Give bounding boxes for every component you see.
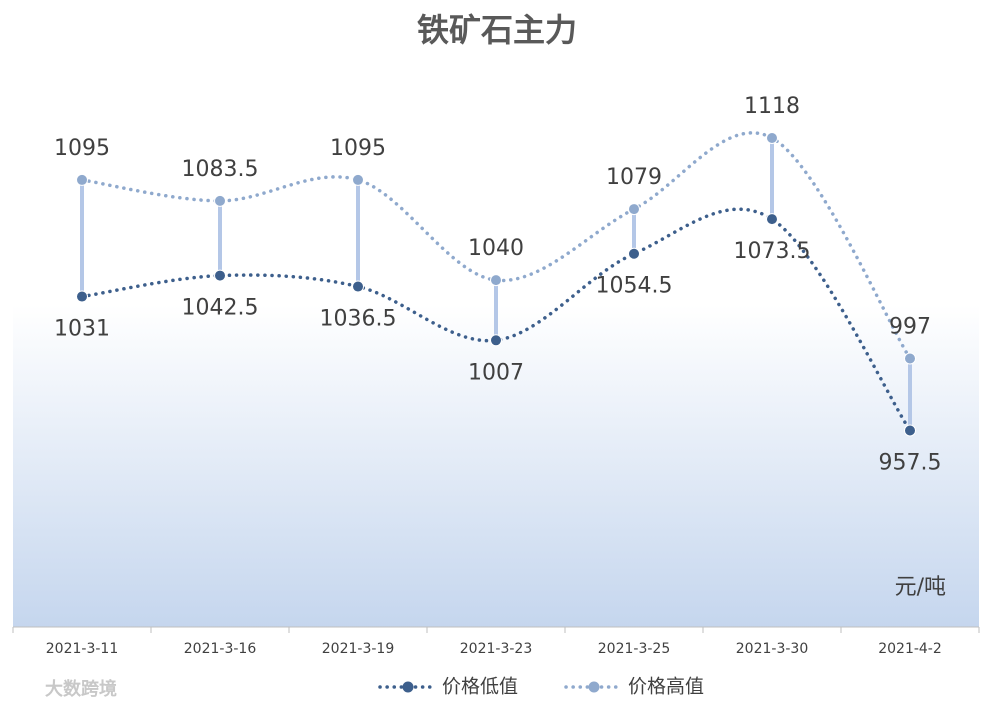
data-label: 957.5 bbox=[879, 451, 942, 476]
x-tick-label: 2021-3-23 bbox=[460, 641, 532, 657]
data-point bbox=[76, 290, 88, 303]
legend-label: 价格高值 bbox=[628, 676, 704, 698]
unit-label: 元/吨 bbox=[895, 575, 946, 600]
data-label: 1095 bbox=[54, 136, 110, 161]
data-point bbox=[490, 274, 502, 287]
data-point bbox=[490, 334, 502, 347]
watermark: 大数跨境 bbox=[45, 678, 117, 700]
data-point bbox=[352, 280, 364, 293]
x-tick-label: 2021-3-19 bbox=[322, 641, 394, 657]
data-point bbox=[76, 173, 88, 186]
data-point bbox=[904, 352, 916, 365]
legend-label: 价格低值 bbox=[442, 676, 518, 698]
data-label: 1079 bbox=[606, 165, 662, 190]
x-tick-label: 2021-4-2 bbox=[878, 641, 942, 657]
x-tick-label: 2021-3-16 bbox=[184, 641, 257, 657]
legend-marker bbox=[402, 681, 414, 693]
data-label: 1073.5 bbox=[734, 239, 811, 264]
data-point bbox=[904, 424, 916, 437]
data-point bbox=[352, 173, 364, 186]
data-label: 1042.5 bbox=[182, 296, 259, 321]
x-tick-label: 2021-3-30 bbox=[736, 641, 808, 657]
data-point bbox=[214, 194, 226, 207]
series-line bbox=[80, 131, 912, 361]
data-label: 1095 bbox=[330, 136, 386, 161]
data-point bbox=[628, 203, 640, 216]
data-label: 1118 bbox=[744, 94, 800, 119]
x-tick-label: 2021-3-11 bbox=[46, 641, 118, 657]
data-point bbox=[766, 132, 778, 144]
chart-title: 铁矿石主力 bbox=[417, 11, 577, 49]
data-label: 1031 bbox=[54, 317, 110, 342]
data-label: 1083.5 bbox=[182, 157, 259, 182]
data-label: 1040 bbox=[468, 236, 524, 261]
data-label: 1054.5 bbox=[596, 274, 673, 299]
legend-marker bbox=[588, 681, 600, 693]
data-point bbox=[628, 247, 640, 260]
data-label: 997 bbox=[889, 315, 931, 340]
x-tick-label: 2021-3-25 bbox=[598, 641, 670, 657]
data-label: 1036.5 bbox=[320, 307, 397, 332]
data-point bbox=[766, 213, 778, 226]
plot-background bbox=[13, 305, 979, 627]
series-line bbox=[80, 207, 912, 433]
data-label: 1007 bbox=[468, 360, 524, 385]
data-point bbox=[214, 269, 226, 282]
